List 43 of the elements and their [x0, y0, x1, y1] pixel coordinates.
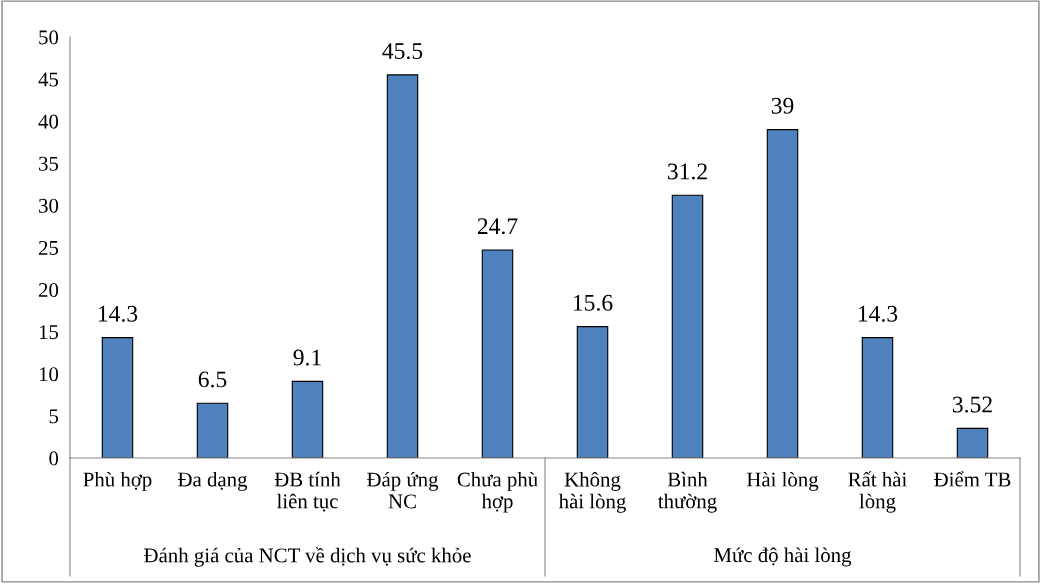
- data-label: 14.3: [858, 305, 898, 322]
- data-label: 45.5: [382, 43, 423, 60]
- x-tick-label: Phù hợp: [83, 471, 152, 491]
- x-tick-label: Chưa phù hợp: [457, 471, 538, 513]
- x-tick-label: Bình thường: [658, 471, 717, 513]
- bar: [196, 402, 229, 458]
- data-label: 15.6: [573, 294, 613, 311]
- data-label: 31.2: [667, 163, 707, 180]
- y-tick-label: 30: [39, 198, 59, 213]
- bar: [576, 326, 609, 458]
- x-tick-label: Rất hài lòng: [848, 471, 907, 513]
- data-label: 9.1: [293, 349, 321, 366]
- y-tick-label: 20: [38, 282, 59, 298]
- bar: [861, 337, 894, 458]
- x-tick-label: Điểm TB: [934, 471, 1011, 487]
- text: Mức độ hài lòng: [714, 547, 852, 567]
- data-label: 24.7: [477, 218, 518, 235]
- y-tick-label: 35: [39, 156, 59, 171]
- x-tick-label: Không hài lòng: [558, 471, 626, 513]
- bar: [101, 337, 134, 458]
- y-tick-label: 5: [49, 409, 59, 424]
- y-tick-label: 25: [38, 240, 59, 255]
- y-tick-label: 0: [49, 451, 59, 466]
- bar: [956, 427, 989, 458]
- bar: [671, 194, 704, 458]
- y-tick-label: 45: [38, 72, 59, 87]
- data-label: 3.52: [952, 396, 992, 413]
- data-label: 14.3: [98, 305, 138, 322]
- y-tick-label: 15: [39, 325, 59, 340]
- x-tick-label: Đáp ứng NC: [367, 471, 439, 509]
- bar: [386, 74, 419, 458]
- x-tick-label: Hài lòng: [746, 471, 819, 491]
- text: Đánh giá của NCT về dịch vụ sức khỏe: [144, 547, 471, 567]
- x-tick-label: Đa dạng: [178, 471, 248, 491]
- bar: [766, 129, 799, 458]
- y-tick-label: 10: [39, 367, 59, 382]
- data-label: 39: [771, 97, 794, 114]
- y-tick-label: 40: [38, 114, 59, 129]
- x-tick-label: ĐB tính liên tục: [274, 471, 341, 512]
- data-label: 6.5: [198, 371, 227, 388]
- y-tick-label: 50: [39, 30, 59, 45]
- bar: [481, 249, 514, 458]
- bar: [291, 380, 324, 458]
